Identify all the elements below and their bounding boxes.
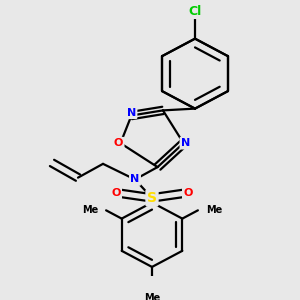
Text: O: O: [111, 188, 121, 198]
Text: N: N: [127, 108, 136, 118]
Text: S: S: [147, 191, 157, 205]
Text: N: N: [181, 138, 190, 148]
Text: N: N: [130, 175, 140, 184]
Text: Me: Me: [144, 293, 160, 300]
Text: Me: Me: [206, 205, 222, 215]
Text: Cl: Cl: [188, 4, 202, 17]
Text: Me: Me: [82, 205, 98, 215]
Text: O: O: [183, 188, 193, 198]
Text: O: O: [114, 138, 123, 148]
